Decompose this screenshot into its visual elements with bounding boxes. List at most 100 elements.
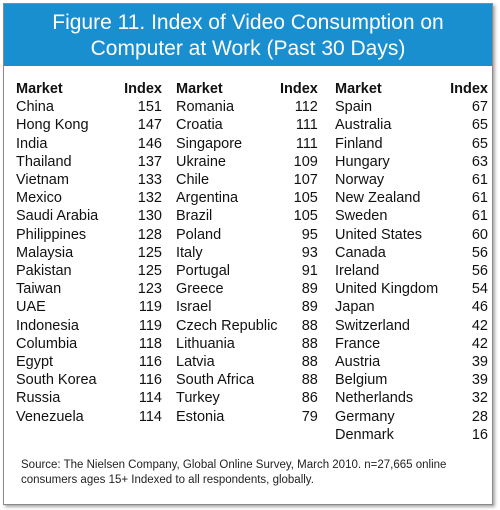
table-row: Pakistan 125 [16,262,162,280]
index-value: 123 [137,281,162,298]
index-value: 63 [471,153,488,170]
index-value: 86 [301,390,318,407]
market-name: Greece [176,281,224,298]
index-value: 128 [137,226,162,243]
column-header-market: Market [176,81,223,97]
market-name: Thailand [16,153,72,170]
table-row: South Korea 116 [16,371,162,389]
table-row: Croatia 111 [176,116,318,134]
market-name: Estonia [176,408,225,425]
index-value: 114 [138,390,162,407]
market-name: Hong Kong [16,117,89,134]
index-value: 125 [137,263,162,280]
table-row: Sweden 61 [335,207,488,225]
index-value: 130 [137,208,162,225]
table-row: United Kingdom 54 [335,280,488,298]
table-row: Greece 89 [176,280,318,298]
index-value: 151 [137,99,162,116]
market-name: Israel [176,299,212,316]
index-value: 111 [295,135,318,152]
market-name: Poland [176,226,222,243]
table-row: United States 60 [335,226,488,244]
table-row: Vietnam 133 [16,171,162,189]
market-name: Switzerland [335,317,410,334]
table-row: Portugal 91 [176,262,318,280]
index-value: 111 [295,117,318,134]
table-row: Poland 95 [176,226,318,244]
market-name: Czech Republic [176,317,278,334]
table-row: Saudi Arabia 130 [16,207,162,225]
market-name: Pakistan [16,263,72,280]
index-value: 109 [293,153,318,170]
market-name: Egypt [16,354,54,371]
market-name: Belgium [335,372,388,389]
table-row: Thailand 137 [16,153,162,171]
market-name: Denmark [335,426,394,443]
index-value: 114 [138,408,162,425]
market-name: France [335,335,381,352]
market-name: South Africa [176,372,255,389]
index-value: 89 [301,299,318,316]
market-name: Taiwan [16,281,62,298]
table-row: Malaysia 125 [16,244,162,262]
index-value: 91 [301,263,318,280]
market-name: Argentina [176,190,239,207]
market-name: Hungary [335,153,390,170]
table-row: Egypt 116 [16,353,162,371]
index-value: 39 [471,372,488,389]
index-value: 119 [138,299,162,316]
market-name: United Kingdom [335,281,439,298]
index-value: 28 [471,408,488,425]
table-row: Estonia 79 [176,408,318,426]
table-row: Brazil 105 [176,207,318,225]
column-header-market: Market [335,81,382,97]
index-value: 39 [471,354,488,371]
table-row: Latvia 88 [176,353,318,371]
market-name: Ukraine [176,153,226,170]
market-table-1: Market Index China 151 Hong Kong 147 India 14… [16,80,162,426]
figure-header: Figure 11. Index of Video Consumption on… [4,4,492,66]
index-value: 88 [301,372,318,389]
index-value: 79 [301,408,318,425]
table-row: Denmark 16 [335,426,488,444]
index-value: 88 [301,335,318,352]
column-header-index: Index [280,81,318,97]
table-row: Turkey 86 [176,389,318,407]
market-table-3: Market Index Spain 67 Australia 65 Finland 65… [335,80,488,444]
index-value: 137 [137,153,162,170]
index-value: 132 [137,190,162,207]
market-name: UAE [16,299,46,316]
table-row: France 42 [335,335,488,353]
table-row: Taiwan 123 [16,280,162,298]
index-value: 119 [138,317,162,334]
table-row: Switzerland 42 [335,317,488,335]
table-row: Australia 65 [335,116,488,134]
index-value: 32 [471,390,488,407]
index-value: 56 [471,244,488,261]
table-row: Lithuania 88 [176,335,318,353]
market-name: Latvia [176,354,215,371]
table-row: Ukraine 109 [176,153,318,171]
table-row: Canada 56 [335,244,488,262]
market-name: Mexico [16,190,62,207]
index-value: 65 [471,135,488,152]
index-value: 46 [471,299,488,316]
index-value: 88 [301,317,318,334]
index-value: 93 [301,244,318,261]
market-name: United States [335,226,423,243]
market-name: Portugal [176,263,231,280]
index-value: 42 [471,335,488,352]
market-name: Germany [335,408,395,425]
index-value: 16 [471,426,488,443]
market-name: Canada [335,244,386,261]
table-row: Mexico 132 [16,189,162,207]
column-header-market: Market [16,81,63,97]
market-name: Japan [335,299,375,316]
index-value: 61 [471,190,488,207]
market-name: Venezuela [16,408,84,425]
table-row: Romania 112 [176,98,318,116]
market-name: Finland [335,135,383,152]
table-row: Austria 39 [335,353,488,371]
table-row: Belgium 39 [335,371,488,389]
index-value: 95 [301,226,318,243]
